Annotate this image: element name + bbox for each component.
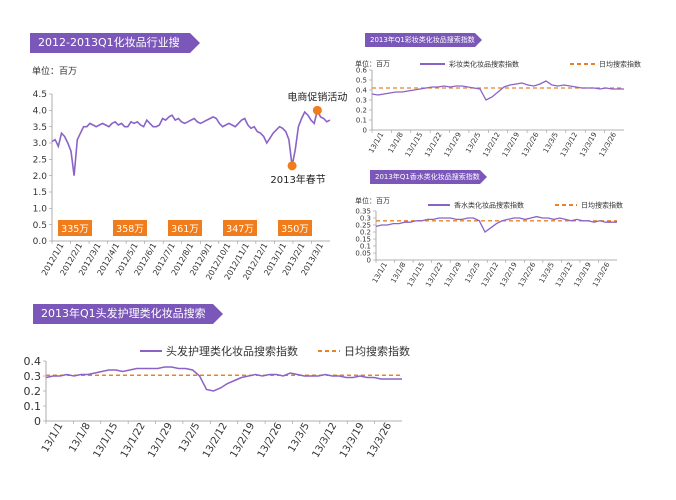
x-tick-label: 13/1/8 [67,421,93,454]
y-tick-label: 2.5 [33,155,47,165]
legend-avg-label: 日均搜索指数 [344,344,410,358]
y-tick-label: 0.2 [360,228,371,236]
y-tick-label: 4.5 [33,90,47,100]
unit-label: 单位：百万 [355,59,390,68]
y-tick-label: 0.1 [24,400,42,413]
unit-label: 单位：百万 [355,196,390,205]
legend-series-label: 彩妆类化妆品搜索指数 [449,59,519,68]
monthly-average-badge [113,220,147,236]
series-line [45,366,402,392]
x-tick-label: 13/1/15 [92,421,121,460]
x-tick-label: 13/1/22 [119,421,148,460]
y-tick-label: 4.0 [33,106,48,116]
monthly-average-badge-label: 335万 [61,224,89,235]
y-tick-label: 0.2 [24,385,42,398]
legend-avg-label: 日均搜索指数 [581,200,623,209]
x-tick-label: 13/3/26 [365,421,394,460]
annotation-label: 2013年春节 [270,173,325,186]
y-tick-label: 0 [363,126,367,134]
annotation-marker [312,105,322,115]
monthly-average-badge-label: 350万 [281,224,309,235]
y-tick-label: 0.35 [355,207,371,215]
y-tick-label: 0.3 [24,370,42,383]
x-tick-label: 13/3/5 [286,421,312,454]
x-tick-label: 13/3/19 [338,421,367,460]
y-tick-label: 0.5 [33,221,47,231]
color-cosmetics-chart-title: 2013年Q1彩妆类化妆品搜索指数 [365,33,482,47]
series-line [51,107,331,176]
y-tick-label: 0.3 [360,214,371,222]
perfume-chart-title: 2013年Q1香水类化妆品搜索指数 [370,170,487,184]
y-tick-label: 0.25 [355,221,371,229]
series-line [375,215,617,233]
y-tick-label: 0.4 [24,355,42,368]
y-tick-label: 3.5 [33,123,47,133]
industry-unit-label: 单位：百万 [32,67,78,77]
x-tick-label: 13/1/1 [40,421,66,454]
annotation-marker [287,161,297,171]
y-tick-label: 0.15 [355,235,371,243]
monthly-average-badge [223,220,257,236]
legend-avg-label: 日均搜索指数 [599,59,641,68]
series-line [371,80,624,101]
x-tick-label: 13/2/19 [228,421,257,460]
y-tick-label: 0.3 [356,96,367,104]
y-tick-label: 0.0 [33,237,48,247]
monthly-average-badge-label: 347万 [226,224,254,235]
y-tick-label: 0.2 [356,106,367,114]
y-tick-label: 3.0 [33,139,48,149]
x-tick-label: 13/2/26 [256,421,285,460]
monthly-average-badge-label: 358万 [116,224,144,235]
x-tick-label: 13/2/12 [201,421,230,460]
annotation-label: 电商促销活动 [287,90,347,103]
monthly-average-badge [278,220,312,236]
y-tick-label: 0.1 [356,116,367,124]
legend-series-label: 香水类化妆品搜索指数 [454,200,524,209]
y-tick-label: 0.4 [356,86,368,94]
monthly-average-badge [58,220,92,236]
monthly-average-badge-label: 361万 [171,224,199,235]
y-tick-label: 0.5 [356,76,367,84]
x-tick-label: 13/2/5 [177,421,203,454]
y-tick-label: 0 [367,256,371,264]
x-tick-label: 13/1/29 [146,421,175,460]
monthly-average-badge [168,220,202,236]
y-tick-label: 0.1 [360,242,371,250]
legend-series-label: 头发护理类化妆品搜索指数 [166,344,298,358]
y-tick-label: 1.0 [33,204,48,214]
y-tick-label: 1.5 [33,188,47,198]
y-tick-label: 0.05 [355,249,371,257]
hair-care-chart-title: 2013年Q1头发护理类化妆品搜索指数 [33,304,223,340]
industry-chart-title: 2012-2013Q1化妆品行业搜索指数 [30,33,200,69]
y-tick-label: 2.0 [33,172,48,182]
y-tick-label: 0 [34,415,41,428]
x-tick-label: 13/3/12 [311,421,340,460]
y-tick-label: 0.6 [356,66,368,74]
